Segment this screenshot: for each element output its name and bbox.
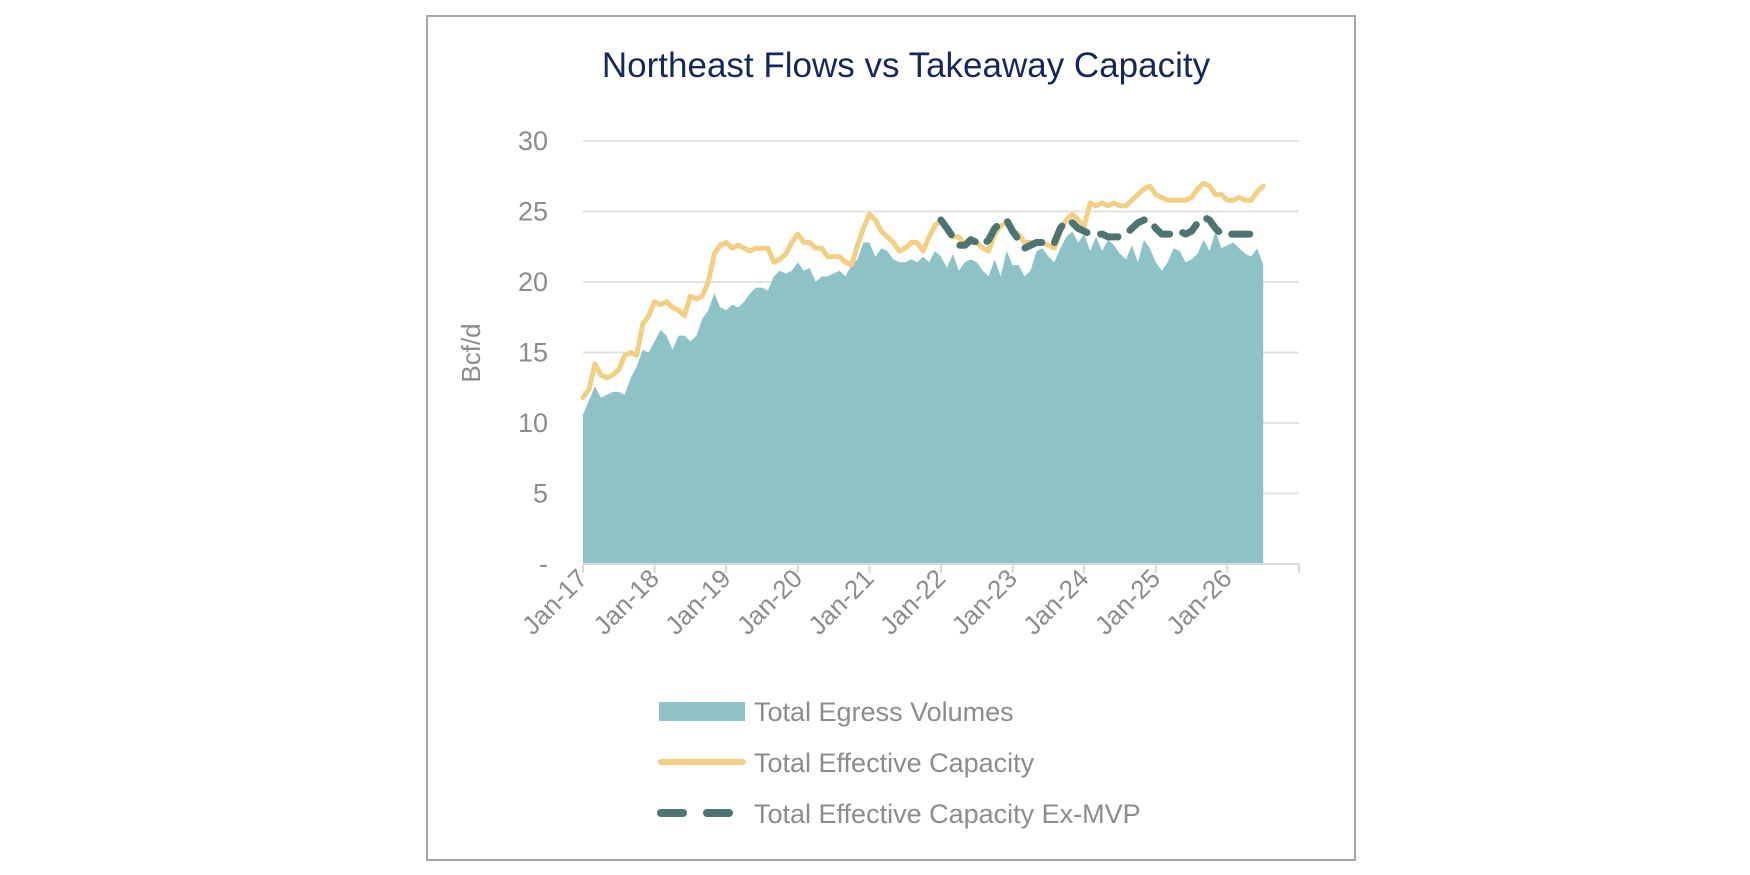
y-tick-label: 5 (533, 479, 548, 509)
legend-label: Total Effective Capacity Ex-MVP (754, 799, 1141, 829)
y-tick-label: 30 (518, 126, 548, 156)
plot-area (580, 180, 1267, 564)
series-egress-volumes-area (583, 231, 1264, 564)
legend-label: Total Effective Capacity (754, 748, 1035, 778)
legend-swatch-egress-volumes (659, 702, 745, 721)
series-effective-capacity-line (580, 180, 1266, 401)
y-tick-label: 25 (518, 197, 548, 227)
y-tick-label: - (539, 549, 548, 579)
y-tick-label: 20 (518, 267, 548, 297)
legend-label: Total Egress Volumes (754, 697, 1014, 727)
y-tick-label: 10 (518, 408, 548, 438)
series-effective-capacity-ex-mvp-line (937, 213, 1267, 252)
chart-title: Northeast Flows vs Takeaway Capacity (602, 46, 1211, 85)
y-axis-title: Bcf/d (456, 323, 486, 382)
y-tick-label: 15 (518, 338, 548, 368)
legend: Total Egress Volumes Total Effective Capa… (657, 697, 1141, 829)
